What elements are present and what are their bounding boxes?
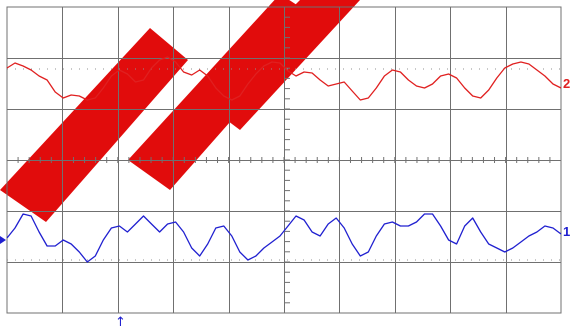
trigger-position-marker: ↑ [115,315,126,327]
watermark-letter-e [0,28,188,222]
watermark-stroke [200,0,360,130]
traces [6,56,562,263]
channel-2-label: 2 [563,76,570,91]
watermark [0,0,360,222]
channel-1-trace [6,213,562,263]
channel-1-label: 1 [563,224,570,239]
graticule [6,6,562,314]
markers: 2 1 ↑ [0,76,570,327]
ground-level-marker [0,236,6,244]
channel-2-trace [6,56,562,101]
